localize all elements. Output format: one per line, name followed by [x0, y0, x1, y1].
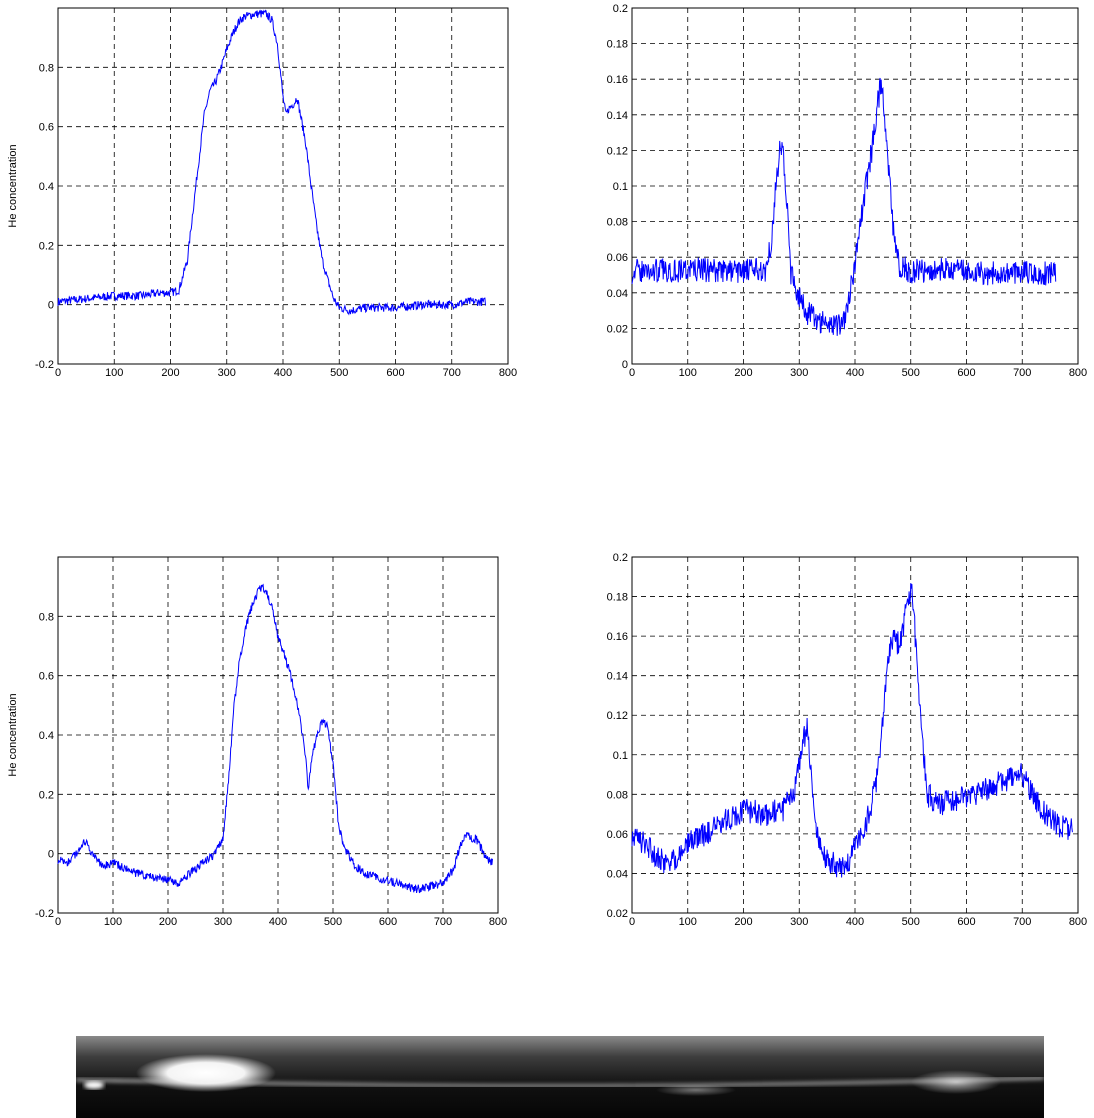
chart-4: 0 100 200 300 400 500 600 700 800 0.02 0.04 0.06 0.0…: [607, 552, 1088, 928]
x-tick-label: 100: [679, 916, 697, 928]
y-tick-label: -0.2: [35, 908, 54, 920]
y-tick-label: 0: [48, 849, 54, 861]
y-tick-label: 0.4: [39, 730, 54, 742]
x-tick-label: 700: [1013, 367, 1031, 379]
x-tick-label: 400: [269, 916, 287, 928]
y-tick-label: 0.12: [607, 145, 628, 157]
x-tick-label: 700: [434, 916, 452, 928]
x-tick-label: 500: [902, 367, 920, 379]
y-tick-label: 0.2: [39, 240, 54, 252]
y-tick-label: 0.12: [607, 710, 628, 722]
x-tick-label: 0: [55, 367, 61, 379]
y-tick-label: 0.06: [607, 252, 628, 264]
x-tick-label: 100: [679, 367, 697, 379]
strip-faint-plume-2: [656, 1084, 736, 1096]
y-tick-label: 0.06: [607, 829, 628, 841]
x-tick-label: 400: [846, 916, 864, 928]
strip-light-line: [76, 1077, 1044, 1087]
x-tick-label: 800: [1069, 916, 1087, 928]
data-series-line: [631, 583, 1073, 878]
x-tick-label: 100: [104, 916, 122, 928]
y-tick-label: 0.04: [607, 868, 628, 880]
x-tick-label: 700: [443, 367, 461, 379]
concentration-image-strip: [76, 1036, 1044, 1118]
y-tick-label: 0.8: [39, 611, 54, 623]
y-tick-label: 0.18: [607, 39, 628, 51]
x-tick-label: 600: [386, 367, 404, 379]
y-tick-label: 0.8: [39, 62, 54, 74]
y-tick-label: 0.4: [39, 181, 54, 193]
x-tick-label: 0: [629, 916, 635, 928]
x-tick-label: 800: [489, 916, 507, 928]
axes-frame: [57, 7, 509, 365]
y-tick-label: 0.16: [607, 74, 628, 86]
y-tick-label: 0.16: [607, 631, 628, 643]
y-axis-label: He concentration: [7, 144, 19, 227]
y-tick-label: -0.2: [35, 359, 54, 371]
x-tick-label: 600: [957, 367, 975, 379]
y-tick-label: 0.14: [607, 110, 628, 122]
y-tick-label: 0.2: [613, 3, 628, 15]
x-tick-label: 500: [902, 916, 920, 928]
strip-bright-spot: [84, 1081, 104, 1089]
axes-frame: [631, 556, 1079, 914]
x-tick-label: 200: [734, 367, 752, 379]
chart-3: 0 100 200 300 400 500 600 700 800-0.200.20.40.60…: [7, 556, 507, 928]
x-tick-label: 800: [1069, 367, 1087, 379]
y-tick-label: 0.2: [613, 552, 628, 564]
y-tick-label: 0: [622, 359, 628, 371]
x-tick-label: 300: [790, 367, 808, 379]
x-tick-label: 200: [161, 367, 179, 379]
data-series-line: [631, 77, 1057, 336]
y-tick-label: 0.04: [607, 288, 628, 300]
x-tick-label: 800: [499, 367, 517, 379]
y-tick-label: 0.08: [607, 217, 628, 229]
x-tick-label: 300: [790, 916, 808, 928]
y-tick-label: 0.14: [607, 671, 628, 683]
y-tick-label: 0.1: [613, 181, 628, 193]
data-series-line: [57, 583, 493, 894]
x-tick-label: 200: [734, 916, 752, 928]
y-tick-label: 0: [48, 300, 54, 312]
x-tick-label: 600: [957, 916, 975, 928]
y-axis-label: He concentration: [7, 693, 19, 776]
x-tick-label: 700: [1013, 916, 1031, 928]
figure: 0 100 200 300 400 500 600 700 800-0.200.20.40.60…: [7, 3, 1088, 928]
x-tick-label: 400: [274, 367, 292, 379]
x-tick-label: 0: [55, 916, 61, 928]
x-tick-label: 500: [324, 916, 342, 928]
y-tick-label: 0.2: [39, 789, 54, 801]
x-tick-label: 0: [629, 367, 635, 379]
chart-1: 0 100 200 300 400 500 600 700 800-0.200.20.40.60…: [7, 7, 517, 379]
axes-frame: [631, 7, 1079, 365]
y-tick-label: 0.6: [39, 671, 54, 683]
y-tick-label: 0.1: [613, 750, 628, 762]
strip-bright-plume: [136, 1054, 276, 1092]
x-tick-label: 300: [214, 916, 232, 928]
x-tick-label: 600: [379, 916, 397, 928]
chart-2: 0 100 200 300 400 500 600 700 800 0 0.02 0.04 0.06 0.…: [607, 3, 1088, 379]
y-tick-label: 0.18: [607, 592, 628, 604]
y-tick-label: 0.6: [39, 122, 54, 134]
x-tick-label: 100: [105, 367, 123, 379]
x-tick-label: 400: [846, 367, 864, 379]
x-tick-label: 300: [218, 367, 236, 379]
y-tick-label: 0.02: [607, 908, 628, 920]
axes-frame: [57, 556, 499, 914]
x-tick-label: 200: [159, 916, 177, 928]
x-tick-label: 500: [330, 367, 348, 379]
data-series-line: [57, 9, 486, 316]
strip-faint-plume: [911, 1070, 1001, 1094]
y-tick-label: 0.02: [607, 323, 628, 335]
y-tick-label: 0.08: [607, 789, 628, 801]
